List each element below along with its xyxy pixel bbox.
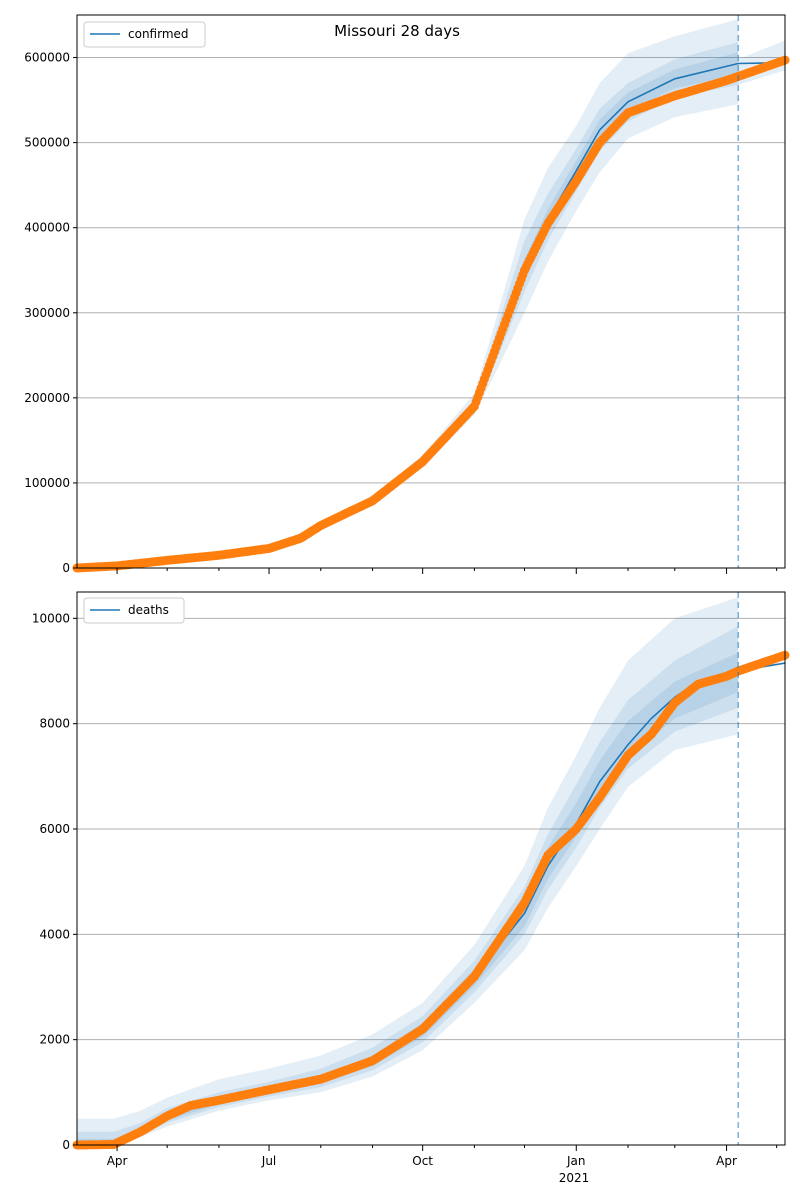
deaths-ytick-label: 0 xyxy=(62,1138,70,1152)
deaths-observed-points xyxy=(72,650,790,1150)
deaths-xtick-label: Apr xyxy=(716,1154,737,1168)
confirmed-ytick-label: 500000 xyxy=(24,136,70,150)
deaths-xtick-label: Apr xyxy=(107,1154,128,1168)
deaths-axes-frame xyxy=(76,591,786,1146)
confirmed-ytick-label: 100000 xyxy=(24,476,70,490)
deaths-legend: deaths xyxy=(83,597,185,624)
confirmed-legend: confirmed xyxy=(83,21,206,48)
deaths-xtick-label: Jan xyxy=(566,1154,586,1168)
confirmed-ytick-label: 200000 xyxy=(24,391,70,405)
deaths-ytick-label: 2000 xyxy=(39,1033,70,1047)
confirmed-axes-frame xyxy=(76,14,786,569)
deaths-confidence-band xyxy=(77,652,739,1145)
confirmed-model-line xyxy=(76,61,786,569)
deaths-confidence-band xyxy=(77,626,739,1145)
confirmed-chart: 0 100000 200000 300000 400000 500000 600000 co… xyxy=(24,14,790,575)
deaths-ytick-label: 8000 xyxy=(39,717,70,731)
deaths-ytick-label: 6000 xyxy=(39,822,70,836)
deaths-xtick-label: Oct xyxy=(412,1154,433,1168)
deaths-confidence-band xyxy=(77,597,739,1145)
confirmed-confidence-band xyxy=(77,42,739,568)
confirmed-confidence-band xyxy=(77,19,739,569)
deaths-ytick-label: 4000 xyxy=(39,927,70,941)
x-year-label: 2021 xyxy=(559,1171,590,1185)
confirmed-legend-label: confirmed xyxy=(128,27,189,41)
deaths-chart: 0 2000 4000 6000 8000 10000 Apr Jul Oct Jan Apr de… xyxy=(32,591,790,1168)
deaths-legend-label: deaths xyxy=(128,603,169,617)
confirmed-observed-points xyxy=(72,55,790,573)
confirmed-ytick-label: 300000 xyxy=(24,306,70,320)
deaths-xtick-label: Jul xyxy=(261,1154,276,1168)
confirmed-ytick-label: 0 xyxy=(62,561,70,575)
confirmed-ytick-label: 400000 xyxy=(24,221,70,235)
deaths-ytick-label: 10000 xyxy=(32,611,70,625)
figure-title: Missouri 28 days xyxy=(334,22,460,40)
confirmed-ytick-label: 600000 xyxy=(24,51,70,65)
